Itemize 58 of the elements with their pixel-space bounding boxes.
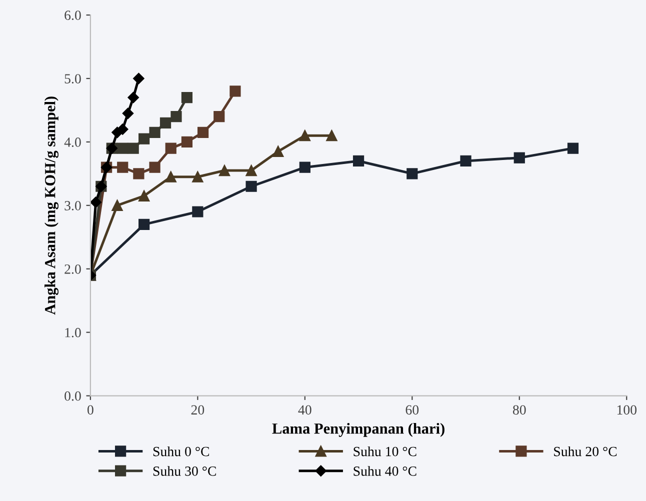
x-tick-label: 40 (298, 405, 312, 415)
legend-label: Suhu 20 °C (554, 446, 617, 456)
point (514, 152, 525, 164)
point (460, 155, 472, 167)
point (246, 164, 257, 176)
y-tick-label: 0.0 (64, 391, 81, 401)
x-tick-label: 0 (87, 405, 94, 415)
y-tick-label: 1.0 (65, 328, 81, 338)
point (218, 164, 230, 176)
legend-label: Suhu 10 °C (354, 446, 416, 456)
point (406, 168, 418, 180)
point (165, 171, 176, 182)
y-tick-label: 2.0 (64, 264, 81, 274)
legend-label: Suhu 30 °C (153, 466, 216, 476)
point (160, 117, 172, 128)
x-axis-title: Lama Penyimpanan (hari) (272, 422, 444, 437)
legend-label: Suhu 40 °C (354, 466, 416, 476)
legend-label: Suhu 0 °C (153, 446, 209, 456)
y-axis-title: Angka Asam (mg KOH/g sampel) (44, 96, 58, 315)
point (128, 142, 139, 154)
point (149, 162, 160, 173)
point (192, 171, 204, 182)
x-tick-label: 60 (406, 405, 419, 415)
point (272, 146, 284, 158)
x-tick-label: 100 (617, 405, 637, 415)
point (149, 126, 160, 138)
point (138, 190, 150, 202)
point (165, 142, 176, 154)
point (90, 196, 102, 208)
y-tick-label: 3.0 (64, 200, 81, 210)
y-tick-label: 5.0 (64, 74, 81, 84)
y-tick-label: 4.0 (64, 138, 81, 147)
point (181, 136, 193, 148)
point (192, 206, 204, 218)
point (138, 218, 150, 230)
point (246, 180, 257, 192)
point (299, 162, 310, 173)
x-tick-label: 80 (512, 405, 526, 415)
point (133, 168, 144, 180)
point (214, 111, 225, 122)
point (138, 133, 150, 144)
point (117, 162, 128, 173)
point (352, 155, 364, 167)
x-tick-label: 20 (191, 405, 204, 415)
point (326, 130, 338, 142)
point (133, 72, 144, 84)
point (170, 111, 182, 122)
point (112, 200, 123, 211)
point (117, 124, 128, 135)
point (230, 86, 241, 97)
point (197, 126, 209, 138)
point (181, 92, 193, 104)
point (128, 92, 139, 104)
point (117, 142, 128, 154)
point (122, 108, 134, 119)
point (567, 142, 579, 154)
y-tick-label: 6.0 (64, 10, 81, 20)
point (299, 130, 310, 142)
